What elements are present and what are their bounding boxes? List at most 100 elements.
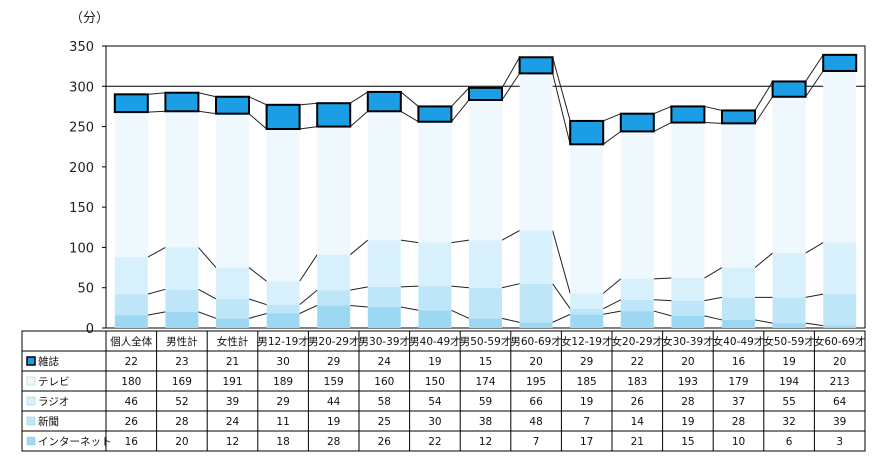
bar-segment [216,298,249,319]
bar-segment [570,293,604,309]
series-connector-line [248,113,267,130]
data-value-label: 29 [327,356,340,368]
bar-segment [671,278,705,301]
series-connector-line [451,87,470,107]
x-category-label: 男40-49才 [409,335,461,348]
x-category-label: 女60-69才 [814,335,866,348]
bar-segment [266,128,300,282]
bar-segment [367,240,401,287]
data-value-label: 28 [327,436,340,448]
data-value-label: 193 [678,376,698,388]
y-tick-label: 0 [86,322,94,337]
bar-segment [570,144,604,294]
series-connector-line [704,296,723,302]
series-connector-line [805,242,824,254]
legend-label: テレビ [38,376,70,388]
data-value-label: 3 [836,436,843,448]
data-value-label: 19 [428,356,441,368]
series-connector-line [400,306,419,311]
bar-segment [367,111,401,241]
series-connector-line [147,288,166,295]
data-value-label: 25 [378,416,391,428]
series-connector-line [552,73,571,145]
data-value-label: 39 [226,396,239,408]
bar-segment [469,99,502,241]
data-value-label: 10 [732,436,745,448]
series-connector-line [501,230,520,241]
series-connector-line [299,126,318,130]
bar-segment [216,318,249,328]
y-tick-label: 200 [69,161,94,176]
data-value-label: 46 [125,396,139,408]
data-value-label: 7 [533,436,540,448]
bar-segment [367,307,401,328]
x-category-label: 男30-39才 [359,335,411,348]
legend-swatch [26,416,36,426]
data-value-label: 39 [833,416,846,428]
bar-segment [823,294,857,326]
bar-segment [216,113,249,268]
data-value-label: 16 [125,436,139,448]
y-tick-label: 50 [77,282,94,297]
bar-segment [317,126,351,255]
series-connector-line [451,285,470,289]
bar-segment [317,254,351,291]
series-connector-line [147,110,166,113]
data-value-label: 7 [583,416,590,428]
bar-segment [620,278,654,300]
series-connector-line [552,313,571,323]
bar-segment [468,86,503,101]
data-value-label: 20 [833,356,846,368]
series-connector-line [198,311,217,319]
series-connector-line [704,267,723,279]
bar-segment [418,242,452,287]
series-connector-line [704,122,723,124]
series-connector-line [501,73,521,101]
bar-segment [772,253,806,298]
bar-segment [469,240,502,288]
y-tick-label: 300 [69,80,94,95]
bar-segment [772,323,806,328]
data-value-label: 32 [782,416,795,428]
data-value-label: 17 [580,436,593,448]
data-value-label: 194 [779,376,799,388]
series-connector-line [147,92,166,95]
series-connector-line [350,286,368,291]
data-value-label: 191 [222,376,242,388]
y-tick-label: 250 [69,121,94,136]
series-connector-line [602,278,622,294]
x-category-label: 男性計 [166,335,198,348]
data-value-label: 38 [479,416,492,428]
series-connector-line [147,246,166,258]
data-value-label: 55 [782,396,795,408]
bar-segment [823,325,857,328]
series-connector-line [704,315,723,321]
series-connector-line [501,317,520,323]
data-value-label: 160 [374,376,394,388]
data-value-label: 54 [428,396,442,408]
data-value-label: 28 [732,416,745,428]
y-tick-label: 150 [69,201,94,216]
bar-segment [114,112,148,258]
data-value-label: 12 [226,436,239,448]
bar-segment [165,311,199,328]
data-value-label: 11 [276,416,289,428]
bar-segment [418,286,452,311]
series-connector-line [754,81,774,111]
bar-segment [317,290,351,306]
data-value-label: 21 [631,436,644,448]
bar-segment [316,102,352,128]
data-value-label: 16 [732,356,746,368]
series-connector-line [248,96,267,106]
bar-segment [570,308,604,315]
bar-segment [620,299,654,312]
series-connector-line [653,310,672,317]
data-value-label: 213 [830,376,850,388]
bar-segment [671,315,705,328]
legend-swatch [26,396,36,406]
bar-segment [366,90,402,113]
x-category-label: 女12-19才 [561,335,613,348]
series-connector-line [198,247,217,268]
data-value-label: 23 [175,356,188,368]
series-connector-line [299,289,318,306]
